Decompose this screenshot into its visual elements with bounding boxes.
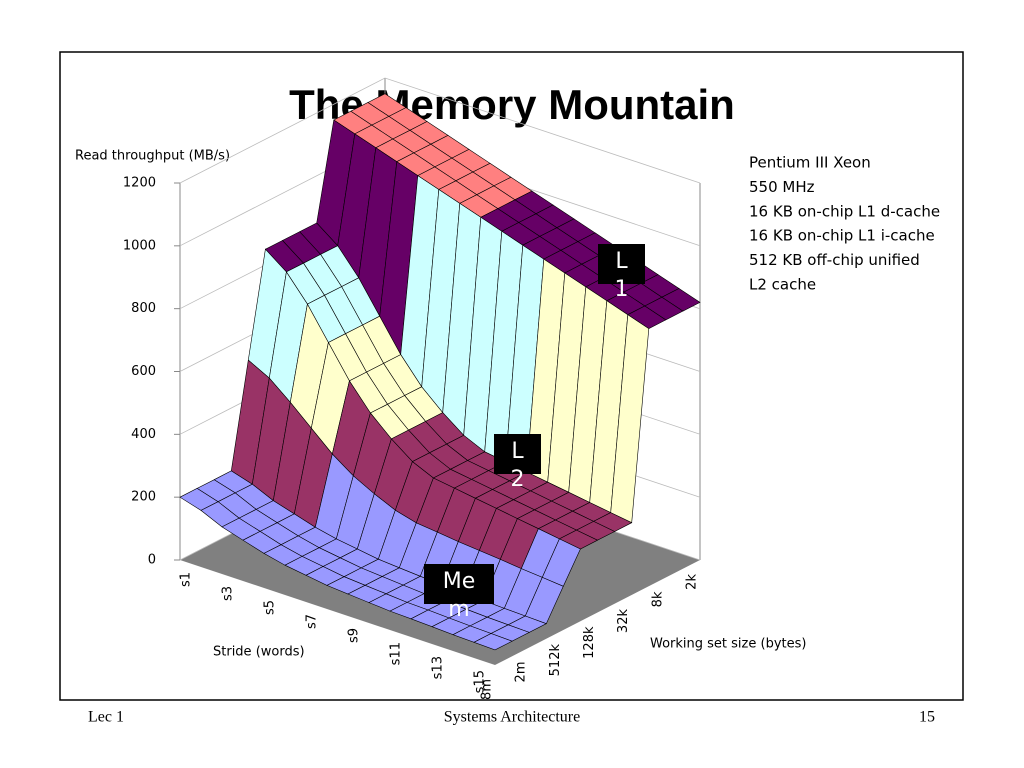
x-tick-label: s11 (389, 642, 404, 665)
note-line: 550 MHz (749, 178, 815, 196)
note-line: 512 KB off-chip unified (749, 251, 920, 269)
y-tick-label: 2m (514, 662, 529, 683)
annotation-box: L1 (598, 244, 645, 302)
x-tick-label: s1 (179, 572, 194, 587)
z-tick-label: 1000 (123, 238, 156, 253)
footer-right: 15 (919, 709, 935, 726)
z-tick-label: 1200 (123, 176, 156, 191)
x-tick-label: s7 (305, 614, 320, 629)
z-tick-label: 600 (131, 364, 156, 379)
footer-center: Systems Architecture (444, 709, 580, 726)
x-tick-label: s15 (473, 670, 488, 693)
note-line: L2 cache (749, 276, 816, 294)
y-tick-label: 512k (548, 644, 563, 677)
surface-cell (473, 633, 513, 651)
z-tick-label: 0 (148, 553, 156, 568)
annotation-box: Mem (424, 564, 494, 622)
y-tick-label: 2k (685, 574, 700, 590)
y-axis-title: Working set size (bytes) (650, 637, 806, 652)
footer-left: Lec 1 (88, 709, 124, 726)
y-tick-label: 128k (582, 626, 597, 659)
x-axis-title: Stride (words) (213, 645, 305, 660)
note-line: 16 KB on-chip L1 d-cache (749, 202, 940, 220)
surface-chart: 0 200 400 600 800 1000 1200 s1 s3 s5 s7 s9 s11 s13 s15… (123, 77, 701, 700)
x-tick-label: s5 (263, 600, 278, 615)
z-axis-title: Read throughput (MB/s) (75, 149, 230, 164)
x-tick-label: s13 (431, 656, 446, 679)
z-tick-label: 200 (131, 490, 156, 505)
z-tick-label: 800 (131, 301, 156, 316)
annotation: L2 (510, 439, 525, 492)
grid-line (179, 77, 701, 184)
x-tick-label: s9 (347, 628, 362, 643)
annotation: Mem (442, 569, 476, 622)
slide-frame (59, 51, 964, 701)
x-tick-label: s3 (221, 586, 236, 601)
note-line: Pentium III Xeon (749, 154, 871, 172)
y-tick-label: 32k (616, 609, 631, 634)
y-tick-label: 8m (480, 679, 495, 700)
note-line: 16 KB on-chip L1 i-cache (749, 227, 935, 245)
annotation: L1 (614, 249, 629, 302)
y-tick-label: 8k (650, 591, 665, 607)
annotation-box: L2 (494, 434, 541, 492)
z-tick-label: 400 (131, 427, 156, 442)
